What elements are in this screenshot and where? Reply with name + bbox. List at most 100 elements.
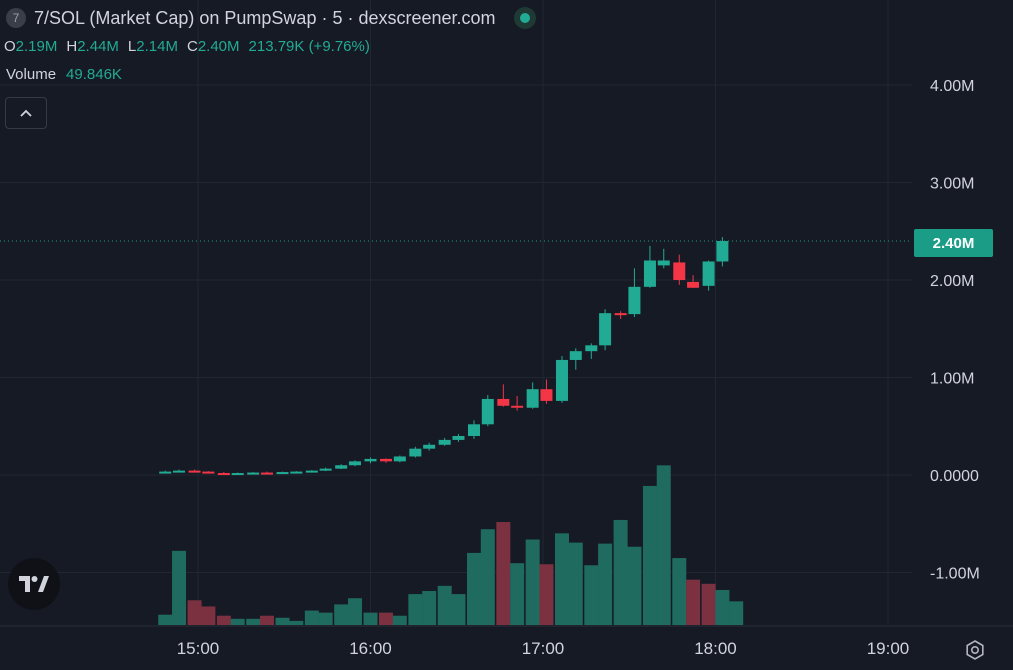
candle [202, 471, 215, 474]
candle-body [305, 470, 318, 473]
candle [497, 384, 510, 407]
candle [716, 237, 729, 267]
volume-bar [230, 618, 245, 625]
chevron-up-icon [20, 109, 32, 117]
candle-body [716, 241, 729, 262]
volume-bar [289, 620, 304, 625]
candle-body [702, 261, 715, 286]
volume-bar [539, 564, 554, 625]
candle-body [585, 345, 598, 352]
candlesticks [159, 237, 729, 476]
volume-bar [392, 615, 407, 625]
candle [305, 470, 318, 473]
x-axis: 15:00 16:00 17:00 18:00 19:00 [177, 639, 910, 658]
y-axis: 4.00M 3.00M 2.00M 1.00M 0.0000 -1.00M [930, 78, 980, 583]
candle [261, 471, 273, 475]
volume-bar [584, 565, 599, 625]
x-tick-label: 18:00 [694, 639, 737, 658]
candle [276, 471, 289, 475]
candle-body [643, 260, 656, 287]
volume-bar [496, 522, 511, 625]
tradingview-logo-icon[interactable] [8, 558, 60, 610]
candle-body [569, 351, 582, 360]
volume-bar [246, 618, 261, 625]
volume-bar [275, 617, 290, 625]
candle-body [540, 389, 553, 401]
volume-bar [304, 610, 319, 625]
volume-bar [480, 529, 495, 625]
candle-body [468, 424, 480, 436]
candle [409, 446, 422, 458]
volume-bar [334, 604, 349, 625]
candle [217, 472, 230, 476]
candle-body [497, 398, 510, 406]
candle-body [452, 436, 465, 440]
candle [628, 268, 641, 318]
candle [173, 469, 186, 473]
candle [702, 260, 715, 291]
candle [335, 464, 348, 470]
volume-bar [642, 485, 657, 625]
volume-bar [510, 563, 525, 625]
volume-bar [686, 579, 701, 625]
candle-body [481, 398, 494, 425]
candle-body [247, 472, 260, 475]
gear-icon[interactable] [962, 637, 988, 663]
candle-body [380, 458, 393, 462]
volume-bar [613, 519, 628, 625]
candle-body [614, 313, 627, 316]
candle-body [188, 470, 201, 473]
volume-bars [158, 465, 744, 625]
volume-bar [729, 601, 744, 625]
candle [380, 458, 393, 463]
candle [511, 396, 524, 411]
volume-bar [554, 533, 569, 625]
candle [673, 254, 686, 285]
y-tick-label: 3.00M [930, 176, 974, 193]
grid-lines [0, 0, 1013, 627]
collapse-legend-button[interactable] [5, 97, 47, 129]
candle-body [159, 471, 172, 474]
candle-body [319, 468, 332, 471]
candle [599, 309, 612, 351]
candle-body [231, 473, 244, 476]
volume-bar [525, 539, 540, 625]
y-tick-label: 4.00M [930, 78, 974, 95]
candle [423, 442, 436, 451]
candle [452, 434, 465, 442]
candle [468, 420, 480, 439]
candle-body [393, 456, 406, 462]
x-tick-label: 16:00 [349, 639, 392, 658]
candle-body [217, 473, 230, 476]
candle [540, 379, 553, 404]
y-tick-label: 1.00M [930, 371, 974, 388]
y-tick-label: 2.00M [930, 273, 974, 290]
volume-bar [437, 585, 452, 625]
candle [364, 457, 377, 464]
candle [687, 275, 700, 288]
candle-body [202, 471, 215, 474]
candle [481, 395, 494, 427]
volume-bar [715, 589, 730, 625]
candle-body [628, 286, 641, 315]
candle [569, 348, 582, 370]
volume-bar [598, 543, 613, 625]
candle [555, 356, 568, 403]
volume-bar [187, 600, 202, 625]
candle [643, 245, 656, 288]
candle [348, 460, 361, 467]
gear-icon-shape [966, 640, 984, 660]
candle-body [526, 389, 539, 408]
x-tick-label: 15:00 [177, 639, 220, 658]
volume-bar [172, 550, 187, 625]
candle-body [511, 405, 524, 408]
candle [247, 472, 260, 475]
candle [188, 469, 201, 473]
y-tick-label: 0.0000 [930, 468, 979, 485]
volume-bar [260, 615, 274, 625]
candle [657, 248, 670, 269]
x-tick-label: 17:00 [522, 639, 565, 658]
volume-bar [408, 594, 423, 625]
candle-body [687, 281, 700, 288]
